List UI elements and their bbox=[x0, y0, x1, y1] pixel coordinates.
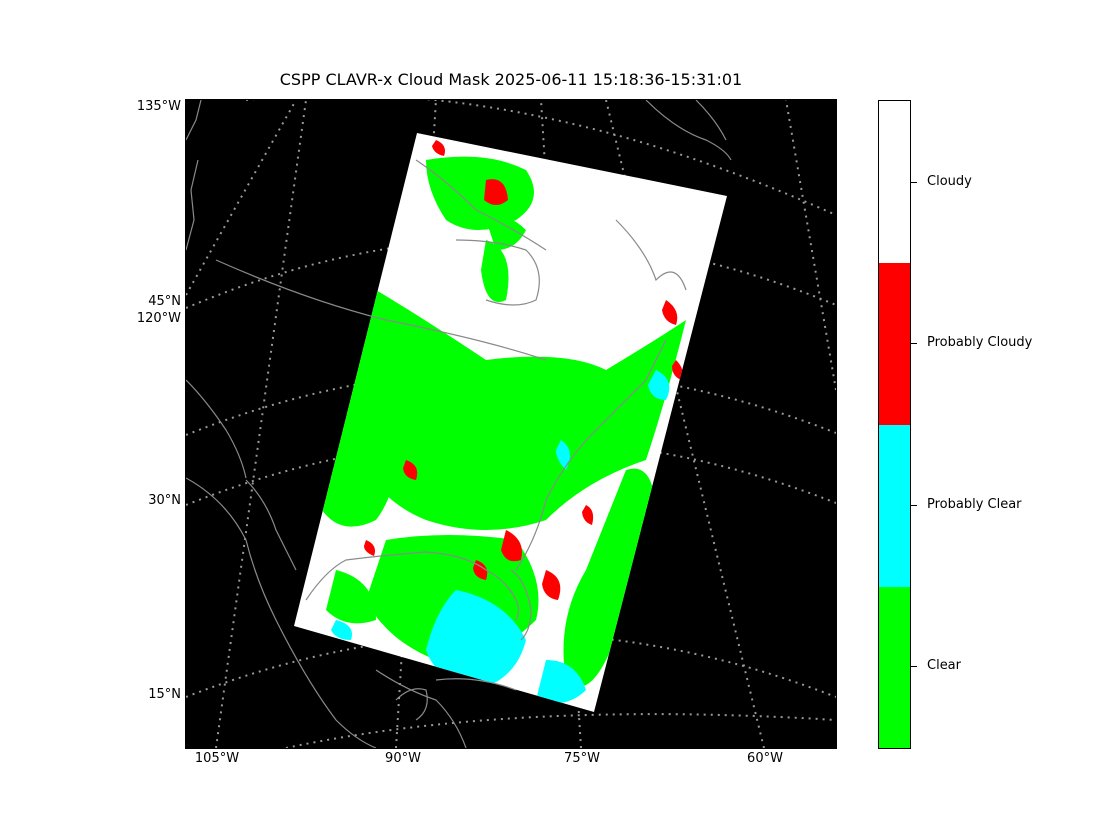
axis-label-30n: 30°N bbox=[148, 493, 181, 508]
swath-probably-clear-regions bbox=[331, 370, 670, 704]
lon-line-45w bbox=[785, 100, 836, 391]
gulf-coast bbox=[305, 551, 520, 621]
map-title: CSPP CLAVR-x Cloud Mask 2025-06-11 15:18… bbox=[279, 70, 743, 89]
mexico-pacific-coast bbox=[186, 477, 377, 748]
axis-label-60w: 60°W bbox=[747, 751, 783, 766]
florida bbox=[510, 569, 532, 641]
colorbar-cloudy bbox=[879, 101, 910, 263]
colorbar-tick-cloudy bbox=[910, 182, 917, 183]
greenland-coast-2 bbox=[695, 100, 727, 141]
lon-line-120w bbox=[186, 100, 297, 296]
lat-line-55n bbox=[246, 100, 836, 216]
axis-label-135w: 135°W bbox=[136, 99, 181, 114]
cloud-mask-swath bbox=[294, 133, 727, 712]
axis-label-75w: 75°W bbox=[564, 751, 600, 766]
axis-label-90w: 90°W bbox=[385, 751, 421, 766]
sea-of-cortez bbox=[245, 479, 297, 571]
legend-label-cloudy: Cloudy bbox=[927, 174, 972, 189]
map-panel bbox=[185, 99, 837, 749]
colorbar-tick-probably-cloudy bbox=[910, 343, 917, 344]
map-canvas bbox=[186, 100, 836, 748]
colorbar-tick-clear bbox=[910, 666, 917, 667]
swath-probably-cloudy-regions bbox=[364, 140, 683, 600]
lat-line-45n bbox=[186, 237, 836, 309]
labrador-coast bbox=[615, 219, 687, 291]
axis-label-120w: 120°W bbox=[136, 311, 181, 326]
yucatan bbox=[395, 688, 428, 721]
colorbar-probably-clear bbox=[879, 425, 910, 587]
cuba bbox=[435, 678, 517, 691]
axis-label-105w: 105°W bbox=[194, 751, 240, 766]
colorbar bbox=[878, 100, 911, 749]
west-coast-us bbox=[186, 379, 247, 479]
us-canada-border bbox=[215, 259, 547, 361]
central-america bbox=[375, 669, 467, 748]
east-coast bbox=[515, 339, 667, 571]
colorbar-clear bbox=[879, 587, 910, 748]
longitude-gridlines bbox=[186, 100, 836, 748]
great-lakes bbox=[455, 239, 540, 306]
legend-label-probably-cloudy: Probably Cloudy bbox=[927, 335, 1033, 350]
hudson-bay bbox=[415, 159, 547, 251]
coastlines bbox=[186, 100, 732, 748]
legend-label-clear: Clear bbox=[927, 658, 961, 673]
axis-label-45n: 45°N bbox=[148, 294, 181, 309]
axis-label-15n: 15°N bbox=[148, 687, 181, 702]
alaska-coast bbox=[186, 100, 202, 141]
west-canada-coast bbox=[186, 159, 199, 251]
greenland-coast bbox=[645, 100, 732, 161]
colorbar-tick-probably-clear bbox=[910, 505, 917, 506]
colorbar-probably-cloudy bbox=[879, 263, 910, 425]
lat-line-0n bbox=[285, 713, 836, 748]
legend-label-probably-clear: Probably Clear bbox=[927, 497, 1022, 512]
